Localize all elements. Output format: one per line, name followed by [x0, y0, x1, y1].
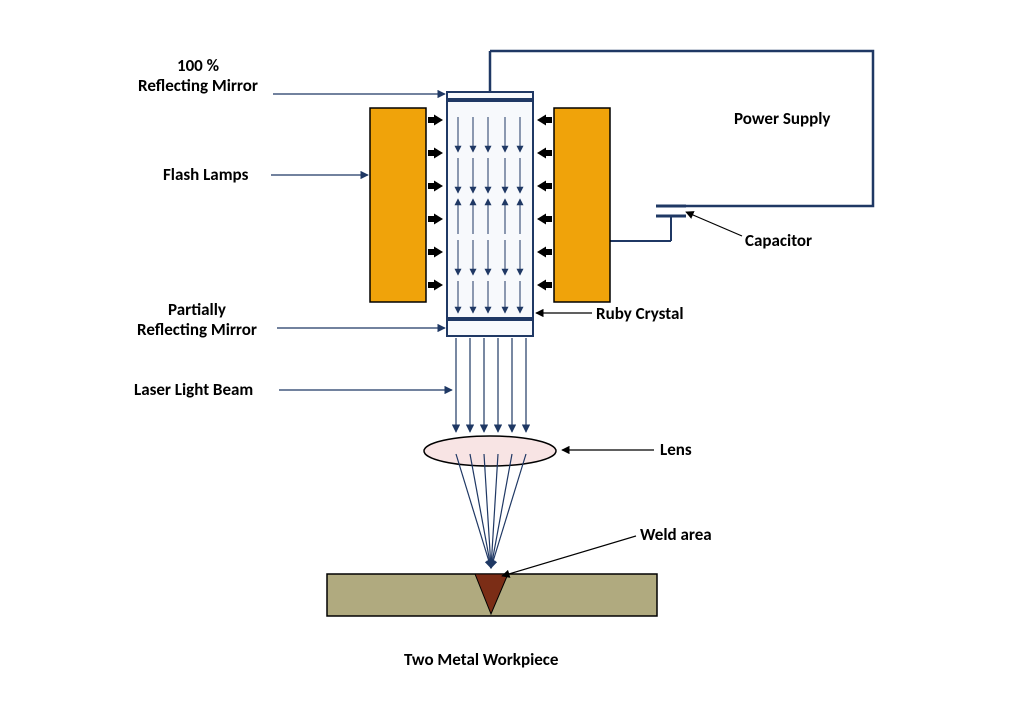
label-capacitor: Capacitor — [745, 230, 812, 251]
flash-lamp-right — [554, 108, 610, 302]
label-workpiece: Two Metal Workpiece — [404, 649, 559, 670]
label-lens: Lens — [660, 439, 692, 460]
label-power-supply: Power Supply — [734, 108, 831, 129]
label-weld-area: Weld area — [640, 524, 712, 545]
label-flash-lamps: Flash Lamps — [163, 164, 249, 185]
label-top-mirror-1: 100 % — [177, 55, 219, 76]
label-laser-beam: Laser Light Beam — [134, 379, 253, 400]
laser-welding-diagram: 100 %Reflecting MirrorFlash LampsPartial… — [0, 0, 1024, 717]
label-arrow — [502, 536, 636, 576]
top-mirror — [447, 98, 533, 102]
flash-lamp-left — [370, 108, 426, 302]
label-partial-mirror-2: Reflecting Mirror — [137, 319, 257, 340]
label-arrow — [686, 212, 742, 236]
lens — [424, 436, 556, 466]
label-ruby-crystal: Ruby Crystal — [596, 303, 684, 324]
bottom-mirror — [447, 317, 533, 321]
label-top-mirror-2: Reflecting Mirror — [138, 75, 258, 96]
label-partial-mirror-1: Partially — [168, 299, 226, 320]
